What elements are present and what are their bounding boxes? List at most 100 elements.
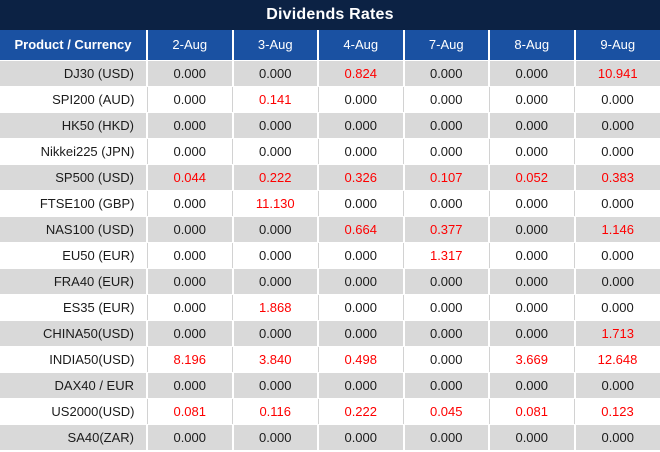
rate-value-cell: 0.000	[231, 215, 318, 243]
rate-value-cell: 0.000	[146, 111, 233, 139]
rate-value-cell: 10.941	[573, 59, 660, 87]
product-cell: DJ30 (USD)	[0, 59, 147, 87]
table-row: Nikkei225 (JPN) 0.000 0.000 0.000 0.000 0.000…	[0, 138, 660, 164]
date-column-header: 9-Aug	[573, 30, 660, 61]
table-row: FTSE100 (GBP) 0.000 11.130 0.000 0.000 0.000 0…	[0, 190, 660, 216]
date-column-header: 2-Aug	[146, 30, 233, 61]
rate-value-cell: 0.000	[146, 242, 233, 268]
product-cell: HK50 (HKD)	[0, 111, 147, 139]
table-row: INDIA50(USD) 8.196 3.840 0.498 0.000 3.669 12.…	[0, 346, 660, 372]
product-cell: INDIA50(USD)	[49, 351, 135, 367]
rate-value-cell: 0.000	[317, 267, 404, 295]
product-cell: DAX40 / EUR	[0, 371, 147, 399]
rate-value-cell: 0.000	[317, 138, 404, 164]
dividends-rates-table: Product / Currency 2-Aug 3-Aug 4-Aug 7-Aug 8-…	[0, 30, 660, 451]
rate-value-cell: 0.000	[146, 294, 233, 320]
rate-value-cell: 0.000	[146, 371, 233, 399]
rate-value-cell: 0.000	[488, 59, 575, 87]
table-row: NAS100 (USD) 0.000 0.000 0.664 0.377 0.000 1.1…	[0, 215, 660, 243]
rate-value-cell: 0.222	[231, 163, 318, 191]
rate-value-cell: 1.317	[403, 242, 489, 268]
rate-value-cell: 0.000	[573, 267, 660, 295]
product-cell: NAS100 (USD)	[0, 215, 147, 243]
date-column-header: 4-Aug	[317, 30, 404, 61]
rate-value-cell: 0.377	[402, 215, 489, 243]
product-cell: FTSE100 (GBP)	[39, 195, 135, 211]
rate-value-cell: 0.498	[317, 346, 404, 372]
rate-value-cell: 0.000	[573, 371, 660, 399]
rate-value-cell: 1.713	[573, 319, 660, 347]
rate-value-cell: 1.868	[232, 294, 318, 320]
rate-value-cell: 0.000	[573, 111, 660, 139]
table-row: DAX40 / EUR 0.000 0.000 0.000 0.000 0.000 0.00…	[0, 371, 660, 399]
rate-value-cell: 0.824	[317, 59, 404, 87]
rate-value-cell: 0.000	[403, 346, 489, 372]
rate-value-cell: 0.000	[146, 423, 233, 451]
date-column-header: 7-Aug	[402, 30, 489, 61]
rate-value-cell: 0.123	[574, 398, 660, 424]
rate-value-cell: 0.044	[146, 163, 233, 191]
product-cell: SPI200 (AUD)	[52, 91, 135, 107]
table-row: EU50 (EUR) 0.000 0.000 0.000 1.317 0.000 0.000	[0, 242, 660, 268]
rate-value-cell: 0.000	[317, 86, 404, 112]
rate-value-cell: 0.000	[574, 242, 660, 268]
table-row: HK50 (HKD) 0.000 0.000 0.000 0.000 0.000 0.000	[0, 111, 660, 139]
rate-value-cell: 0.000	[317, 371, 404, 399]
rate-value-cell: 0.000	[402, 371, 489, 399]
rate-value-cell: 0.000	[146, 319, 233, 347]
rate-value-cell: 12.648	[574, 346, 660, 372]
rate-value-cell: 0.000	[574, 138, 660, 164]
product-cell: CHINA50(USD)	[0, 319, 147, 347]
table-row: SA40(ZAR) 0.000 0.000 0.000 0.000 0.000 0.000	[0, 423, 660, 451]
rate-value-cell: 0.000	[574, 86, 660, 112]
table-row: SP500 (USD) 0.044 0.222 0.326 0.107 0.052 0.38…	[0, 163, 660, 191]
rate-value-cell: 0.000	[574, 294, 660, 320]
rate-value-cell: 0.000	[488, 267, 575, 295]
product-cell: EU50 (EUR)	[62, 247, 135, 263]
rate-value-cell: 0.000	[146, 59, 233, 87]
rate-value-cell: 0.000	[488, 242, 575, 268]
rate-value-cell: 8.196	[146, 346, 233, 372]
rate-value-cell: 0.000	[146, 138, 233, 164]
rate-value-cell: 0.000	[146, 267, 233, 295]
product-cell: US2000(USD)	[51, 403, 135, 419]
table-row: ES35 (EUR) 0.000 1.868 0.000 0.000 0.000 0.000	[0, 294, 660, 320]
rate-value-cell: 0.000	[146, 190, 233, 216]
table-row: CHINA50(USD) 0.000 0.000 0.000 0.000 0.000 1.7…	[0, 319, 660, 347]
rate-value-cell: 0.000	[231, 111, 318, 139]
rate-value-cell: 0.052	[488, 163, 575, 191]
table-row: US2000(USD) 0.081 0.116 0.222 0.045 0.081 0.12…	[0, 398, 660, 424]
product-cell: SA40(ZAR)	[0, 423, 147, 451]
product-cell: ES35 (EUR)	[62, 299, 135, 315]
rate-value-cell: 0.000	[403, 294, 489, 320]
rate-value-cell: 0.000	[231, 267, 318, 295]
panel-title: Dividends Rates	[0, 0, 660, 30]
rate-value-cell: 0.000	[231, 423, 318, 451]
rate-value-cell: 0.000	[488, 138, 575, 164]
rate-value-cell: 0.000	[402, 111, 489, 139]
rate-value-cell: 0.141	[232, 86, 318, 112]
rate-value-cell: 0.000	[231, 319, 318, 347]
product-cell: Nikkei225 (JPN)	[40, 143, 135, 159]
date-column-header: 8-Aug	[488, 30, 575, 61]
rate-value-cell: 0.000	[231, 371, 318, 399]
table-row: FRA40 (EUR) 0.000 0.000 0.000 0.000 0.000 0.00…	[0, 267, 660, 295]
rate-value-cell: 0.222	[317, 398, 404, 424]
rate-value-cell: 0.383	[573, 163, 660, 191]
rate-value-cell: 0.000	[402, 267, 489, 295]
rate-value-cell: 0.000	[573, 423, 660, 451]
table-row: DJ30 (USD) 0.000 0.000 0.824 0.000 0.000 10.94…	[0, 59, 660, 87]
product-cell: SP500 (USD)	[0, 163, 147, 191]
rate-value-cell: 0.000	[232, 138, 318, 164]
rate-value-cell: 0.000	[403, 86, 489, 112]
rate-value-cell: 0.000	[488, 319, 575, 347]
rate-value-cell: 3.669	[488, 346, 575, 372]
rate-value-cell: 0.045	[403, 398, 489, 424]
rate-value-cell: 3.840	[232, 346, 318, 372]
rate-value-cell: 0.081	[146, 398, 233, 424]
rate-value-cell: 0.000	[317, 242, 404, 268]
rate-value-cell: 0.000	[231, 59, 318, 87]
rate-value-cell: 0.664	[317, 215, 404, 243]
rate-value-cell: 0.000	[402, 319, 489, 347]
